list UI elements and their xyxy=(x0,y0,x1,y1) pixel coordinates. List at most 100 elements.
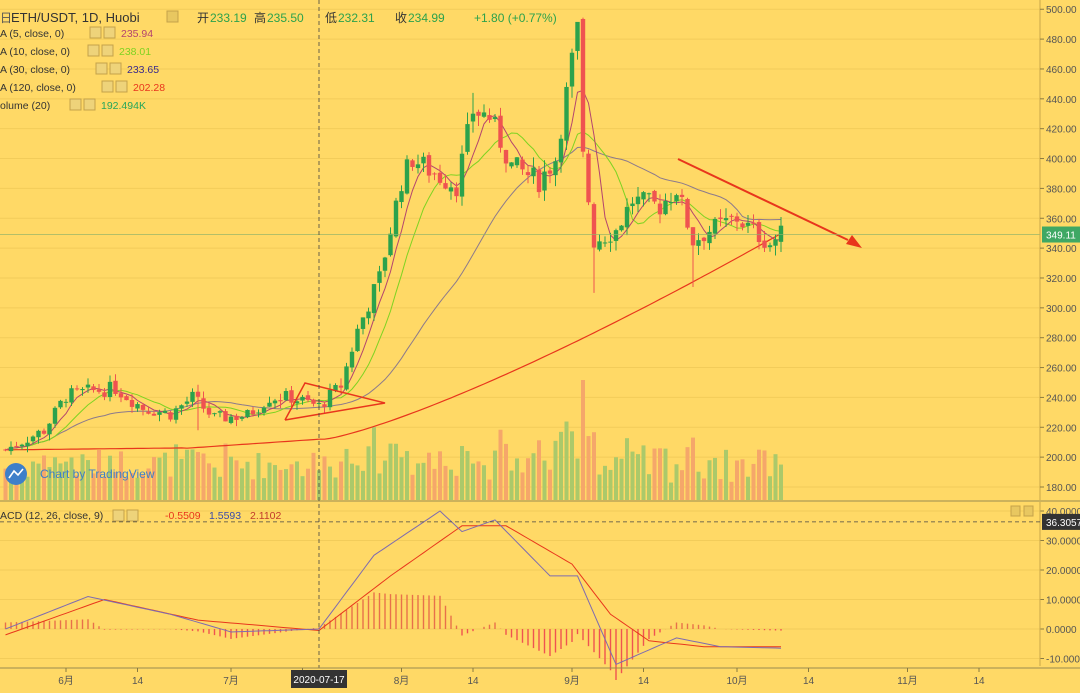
price-tick-label: 200.00 xyxy=(1046,453,1077,464)
candle-body xyxy=(481,112,487,117)
volume-bar xyxy=(674,464,679,500)
candle xyxy=(80,387,85,396)
candle xyxy=(190,388,195,407)
tradingview-logo-mark xyxy=(8,468,24,479)
candles xyxy=(3,17,784,455)
candle xyxy=(74,385,80,391)
candle xyxy=(256,409,261,418)
candle-body xyxy=(327,389,333,408)
candle xyxy=(157,409,162,422)
candle xyxy=(212,412,217,417)
macd-histogram xyxy=(4,592,782,680)
macd-pane: 40.0000 30.0000 20.0000 10.0000 0.0000 -10.00… xyxy=(0,502,1080,680)
candle-body xyxy=(778,225,784,242)
indicator-label: A (5, close, 0) xyxy=(0,28,64,40)
volume-bar xyxy=(751,463,756,500)
close-icon[interactable] xyxy=(103,26,116,39)
candle-body xyxy=(663,200,668,215)
candle xyxy=(135,402,140,412)
volume-bar xyxy=(229,456,233,500)
volume-bar xyxy=(663,448,668,500)
candle xyxy=(371,284,377,321)
candle xyxy=(195,384,201,431)
volume-bar xyxy=(691,437,695,500)
triangle-drawing xyxy=(284,382,386,421)
candle xyxy=(113,374,118,396)
volume-bar xyxy=(707,460,712,500)
candle xyxy=(465,112,470,155)
eye-icon[interactable] xyxy=(89,26,102,39)
price-tick-label: 180.00 xyxy=(1046,483,1077,494)
eye-icon[interactable] xyxy=(95,62,108,75)
candle-body xyxy=(146,411,151,414)
volume-bar xyxy=(256,453,261,500)
volume-bar xyxy=(377,473,382,500)
candle-body xyxy=(646,193,652,195)
candle-body xyxy=(239,417,245,419)
last-price-box xyxy=(1042,226,1080,243)
close-icon[interactable] xyxy=(101,44,114,57)
candle-body xyxy=(415,164,421,169)
volume-bar xyxy=(75,475,79,500)
close-icon[interactable] xyxy=(109,62,122,75)
price-tick-label: 420.00 xyxy=(1046,125,1077,136)
eye-icon[interactable] xyxy=(101,80,114,93)
macd-tick-label: 0.0000 xyxy=(1046,625,1077,636)
eye-icon[interactable] xyxy=(112,509,125,522)
candle-body xyxy=(91,386,96,391)
macd-tick-label: 40.0000 xyxy=(1046,507,1080,518)
volume-bar xyxy=(603,465,607,500)
indicator-value: 238.01 xyxy=(119,46,151,58)
close-icon[interactable] xyxy=(115,80,128,93)
candle-body xyxy=(47,423,52,435)
candle xyxy=(619,224,624,232)
candle xyxy=(124,394,129,401)
volume-bar xyxy=(212,467,217,500)
candle xyxy=(443,174,448,190)
volume-bar xyxy=(619,458,624,500)
candle xyxy=(426,152,432,183)
time-tick-label: 14 xyxy=(803,676,815,687)
candle xyxy=(723,208,729,228)
candle xyxy=(410,159,415,171)
candle-body xyxy=(305,395,311,400)
volume-bar xyxy=(119,451,123,500)
candle-body xyxy=(421,156,426,164)
settings-icon[interactable] xyxy=(166,10,179,23)
macd-tick-label: 30.0000 xyxy=(1046,537,1080,548)
candle xyxy=(641,191,646,207)
volume-bar xyxy=(702,478,706,500)
candle xyxy=(564,82,569,150)
candle xyxy=(481,104,487,118)
volume-bar xyxy=(179,458,184,500)
eye-icon[interactable] xyxy=(87,44,100,57)
candle xyxy=(234,413,239,427)
candle-body xyxy=(316,402,322,404)
candle xyxy=(646,192,652,203)
candle xyxy=(580,17,586,158)
close-icon[interactable] xyxy=(126,509,139,522)
candle xyxy=(547,167,553,184)
volume-bar xyxy=(537,440,541,500)
volume-bar xyxy=(746,476,750,500)
close-icon[interactable] xyxy=(83,98,96,111)
candle xyxy=(344,362,349,391)
pane-control-icon[interactable] xyxy=(1023,505,1034,517)
candle xyxy=(41,428,47,435)
volume-bar xyxy=(416,463,420,500)
candle-body xyxy=(641,192,646,200)
candle xyxy=(751,214,756,229)
pane-control-icon[interactable] xyxy=(1010,505,1021,517)
candle-body xyxy=(657,203,663,215)
candle xyxy=(63,398,69,408)
candle-body xyxy=(745,222,751,226)
candle-body xyxy=(569,52,575,87)
time-tick-label: 14 xyxy=(132,676,144,687)
volume-bar xyxy=(630,451,635,500)
candle xyxy=(58,399,63,409)
candle-body xyxy=(223,411,228,422)
eye-icon[interactable] xyxy=(69,98,82,111)
price-tick-label: 360.00 xyxy=(1046,214,1077,225)
